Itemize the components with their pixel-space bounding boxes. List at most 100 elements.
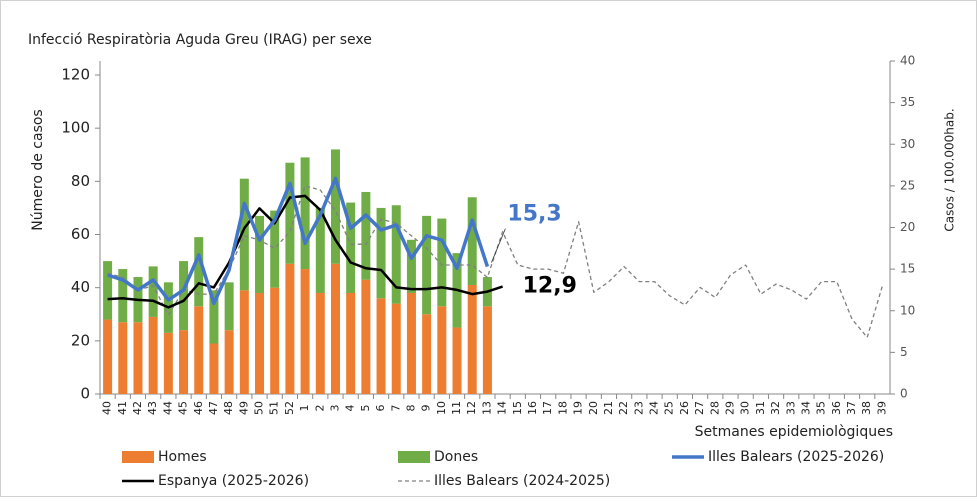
x-tick-label: 8: [404, 405, 417, 412]
bar: [285, 263, 295, 394]
x-tick-label: 36: [830, 401, 843, 415]
x-tick-label: 38: [860, 401, 873, 415]
legend-swatch: [398, 451, 430, 463]
y2-tick-label: 15: [900, 262, 915, 276]
x-tick-label: 17: [541, 401, 554, 415]
legend-label: Dones: [434, 449, 478, 465]
x-tick-label: 32: [769, 401, 782, 415]
bar: [194, 237, 204, 307]
bar: [376, 298, 386, 394]
x-tick-label: 21: [602, 401, 615, 415]
x-tick-label: 2: [313, 405, 326, 412]
x-tick-label: 10: [435, 401, 448, 415]
x-tick-label: 50: [253, 401, 266, 415]
y2-tick-label: 30: [900, 137, 915, 151]
bar: [103, 319, 113, 394]
y2-tick-label: 20: [900, 220, 915, 234]
legend-label: Illes Balears (2025-2026): [708, 449, 884, 465]
x-tick-label: 23: [632, 401, 645, 415]
x-tick-label: 12: [465, 401, 478, 415]
bar: [118, 269, 128, 323]
bar: [148, 316, 158, 394]
x-tick-label: 16: [526, 401, 539, 415]
bar: [300, 157, 310, 270]
bar: [467, 197, 477, 286]
x-tick-label: 11: [450, 401, 463, 415]
x-tick-label: 27: [693, 401, 706, 415]
x-tick-label: 30: [739, 401, 752, 415]
y2-tick-label: 10: [900, 303, 915, 317]
x-tick-label: 4: [344, 405, 357, 412]
bar: [118, 322, 128, 394]
x-tick-label: 1: [298, 405, 311, 412]
bar: [209, 343, 219, 394]
bar: [103, 261, 113, 320]
x-tick-label: 22: [617, 401, 630, 415]
x-tick-label: 42: [131, 401, 144, 415]
x-tick-label: 19: [572, 401, 585, 415]
bar: [239, 290, 249, 394]
x-tick-label: 24: [648, 401, 661, 415]
bar: [330, 263, 340, 394]
x-tick-label: 15: [511, 401, 524, 415]
line: [107, 194, 503, 309]
x-tick-label: 39: [875, 401, 888, 415]
x-tick-label: 26: [678, 401, 691, 415]
x-tick-label: 29: [723, 401, 736, 415]
bar: [239, 178, 249, 291]
x-tick-label: 46: [192, 401, 205, 415]
x-tick-label: 33: [784, 401, 797, 415]
data-label: 12,9: [523, 274, 577, 299]
x-tick-label: 28: [708, 401, 721, 415]
legend-label: Espanya (2025-2026): [158, 473, 309, 489]
bar: [209, 290, 219, 344]
bar: [482, 306, 492, 394]
y2-tick-label: 40: [900, 54, 915, 68]
y-tick-label: 100: [61, 119, 90, 137]
y-tick-label: 0: [80, 385, 90, 403]
y2-tick-label: 0: [900, 387, 908, 401]
x-tick-label: 3: [328, 405, 341, 412]
bar: [163, 332, 173, 394]
y2-axis-title: Casos / 100.000hab.: [943, 108, 957, 231]
x-tick-label: 51: [268, 401, 281, 415]
x-tick-label: 48: [222, 401, 235, 415]
label-leader: [491, 228, 506, 263]
bar: [255, 292, 265, 394]
bar: [452, 327, 462, 394]
x-tick-label: 37: [845, 401, 858, 415]
bar: [315, 292, 325, 394]
x-tick-label: 13: [480, 401, 493, 415]
bar: [224, 282, 234, 331]
bar: [422, 215, 432, 315]
y-tick-label: 80: [71, 172, 90, 190]
legend-label: Homes: [158, 449, 207, 465]
x-tick-label: 35: [815, 401, 828, 415]
bar: [391, 205, 401, 304]
x-tick-label: 6: [374, 405, 387, 412]
bar: [406, 239, 416, 293]
bar: [224, 330, 234, 394]
y-tick-label: 20: [71, 331, 90, 349]
x-tick-label: 14: [496, 401, 509, 415]
y2-tick-label: 25: [900, 178, 915, 192]
y2-tick-label: 35: [900, 95, 915, 109]
bar: [148, 266, 158, 317]
x-tick-label: 45: [177, 401, 190, 415]
x-tick-label: 20: [587, 401, 600, 415]
bar: [179, 261, 189, 331]
bar: [391, 303, 401, 394]
bar: [467, 285, 477, 394]
x-tick-label: 47: [207, 401, 220, 415]
bar: [437, 218, 447, 307]
bar: [361, 191, 371, 280]
x-tick-label: 5: [359, 405, 372, 412]
x-tick-label: 31: [754, 401, 767, 415]
y-tick-label: 40: [71, 278, 90, 296]
line: [107, 176, 490, 306]
bar: [406, 292, 416, 394]
bar: [330, 149, 340, 264]
bar: [346, 202, 356, 293]
y-tick-label: 60: [71, 225, 90, 243]
